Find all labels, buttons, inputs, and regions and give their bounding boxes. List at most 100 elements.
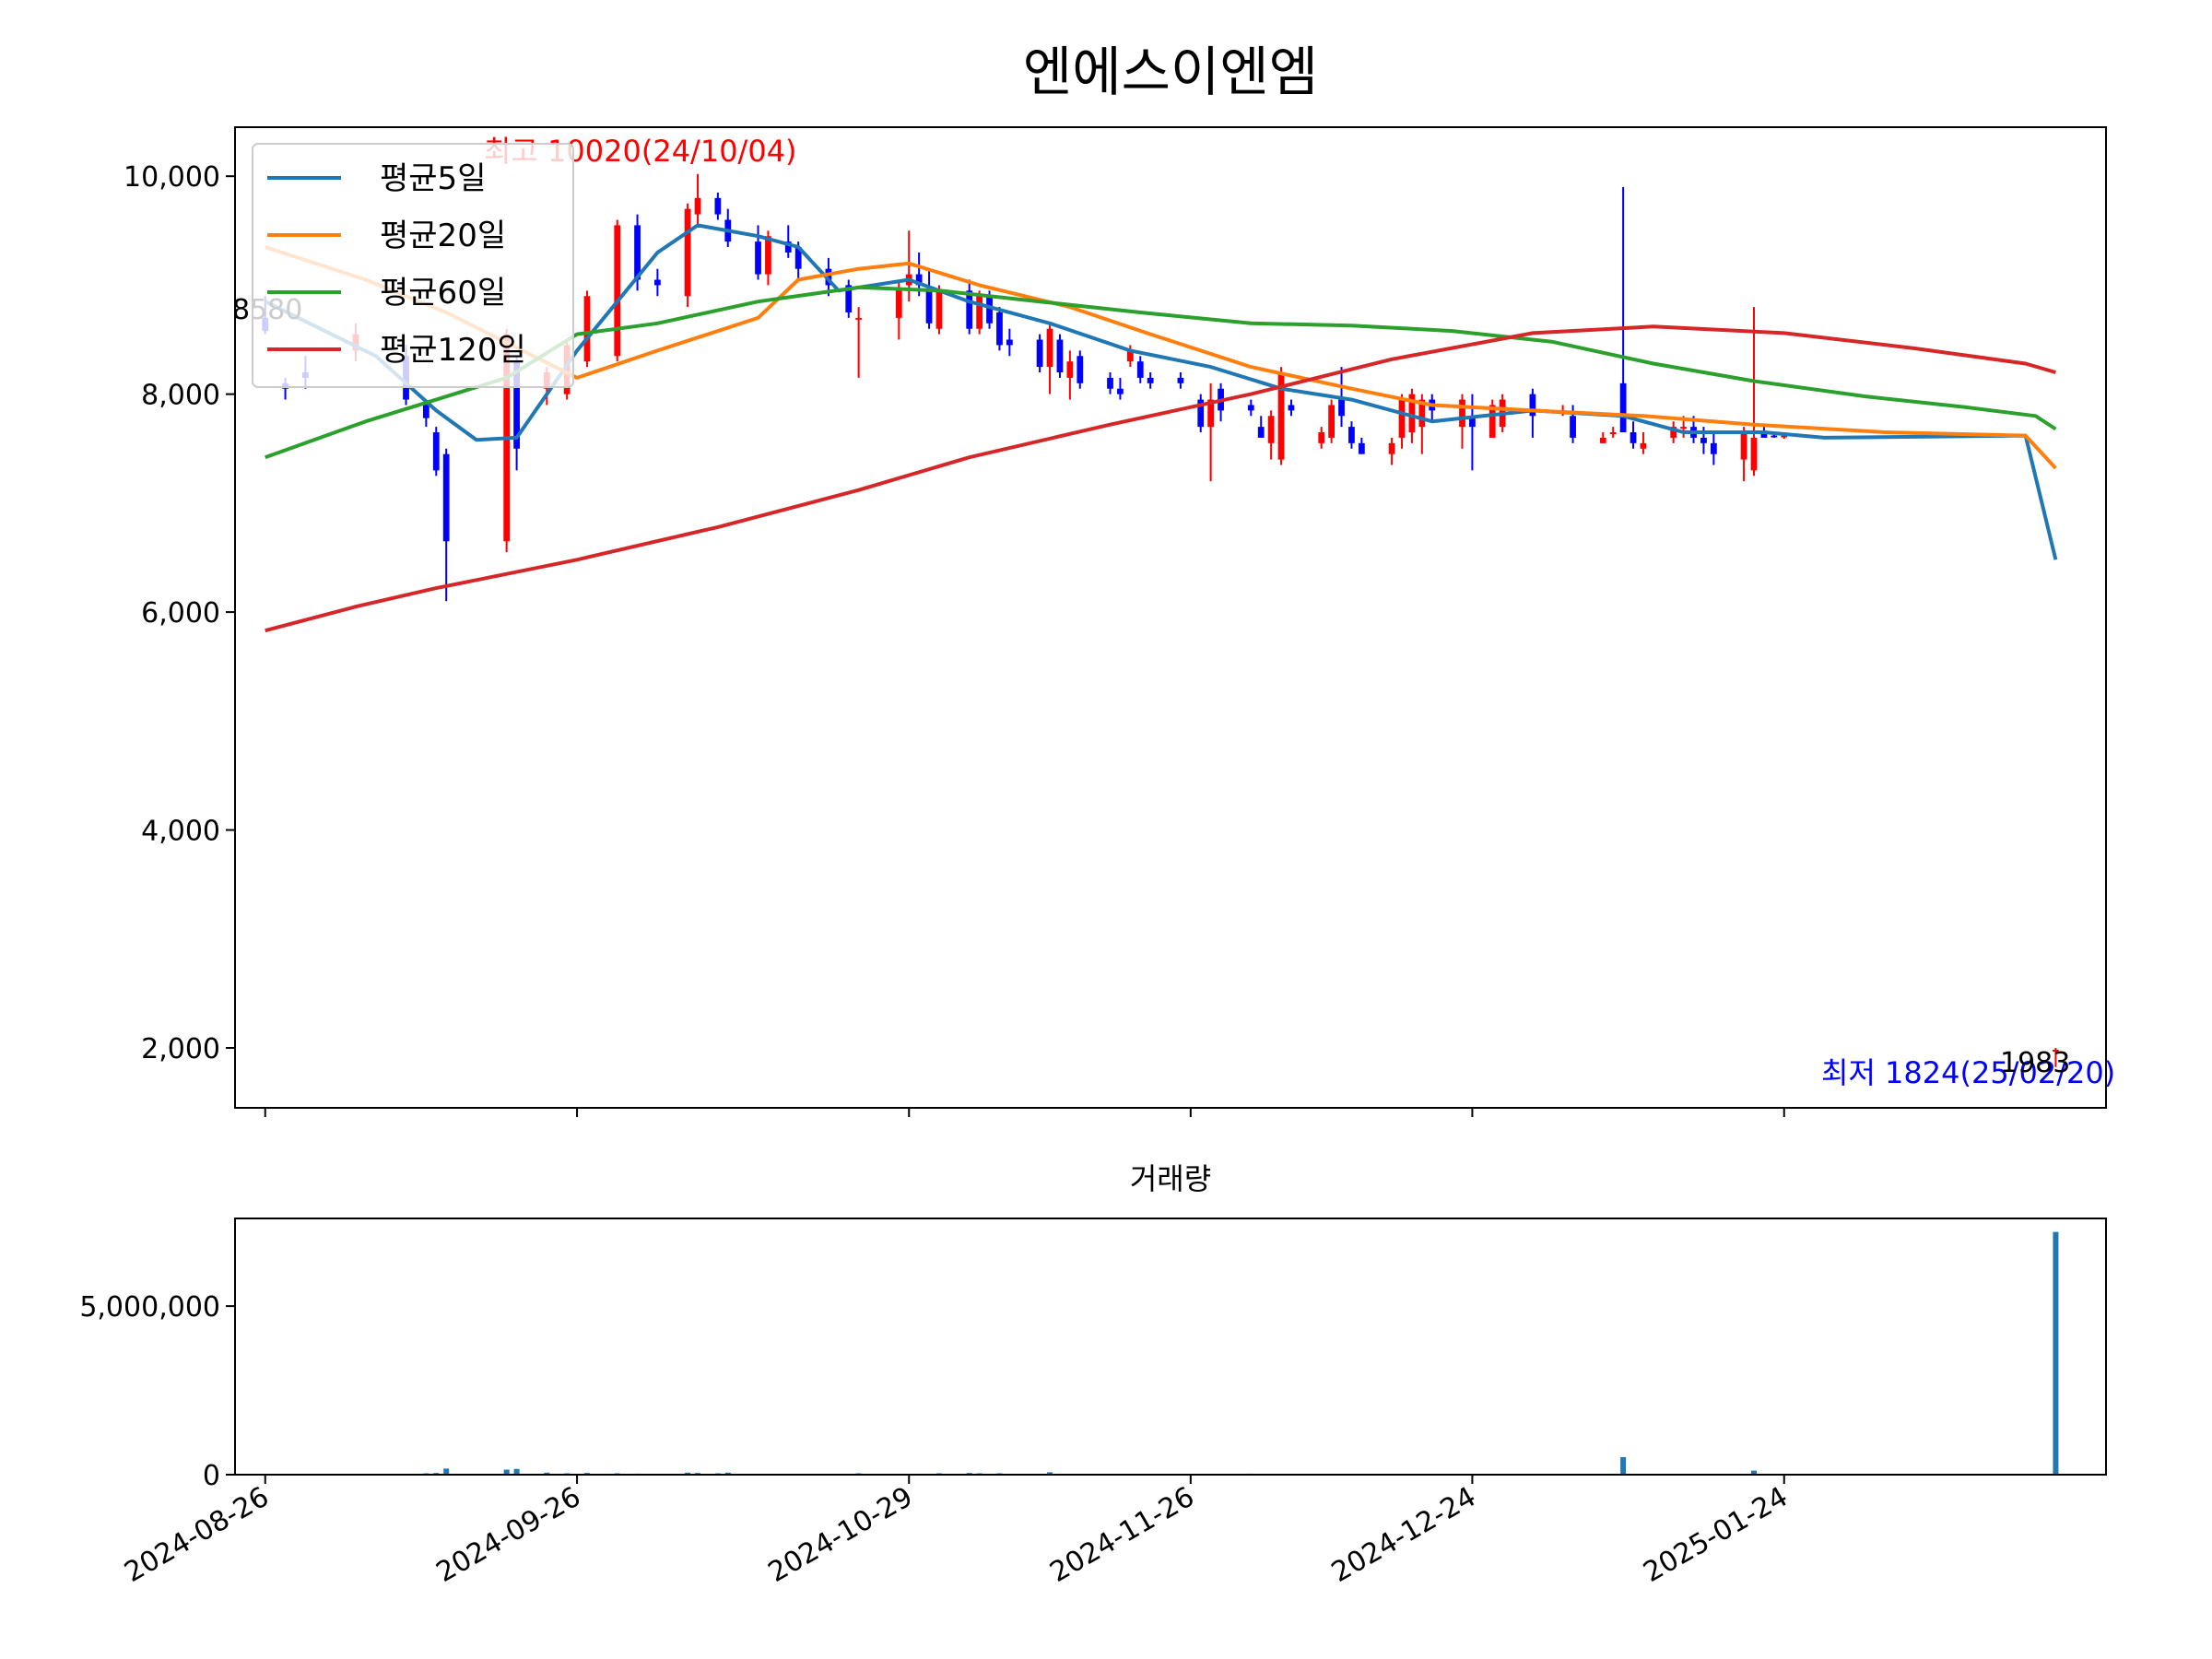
candle-body — [1609, 432, 1617, 435]
y-tick-label: 8,000 — [141, 380, 220, 412]
candle-body — [634, 225, 641, 280]
legend-label: 평균120일 — [380, 332, 526, 369]
candle-body — [976, 296, 983, 329]
candle-body — [1599, 437, 1606, 443]
candle-body — [1570, 416, 1576, 438]
candle-body — [1529, 394, 1536, 417]
candle-body — [1177, 377, 1184, 383]
candle-body — [1418, 399, 1426, 428]
candle-body — [996, 312, 1003, 346]
volume-title: 거래량 — [1130, 1161, 1211, 1196]
candle-body — [1630, 432, 1637, 443]
candle-body — [694, 197, 701, 215]
candle-body — [1680, 427, 1687, 429]
candle-body — [442, 453, 450, 542]
series-line — [265, 245, 2057, 470]
y-tick-label: 4,000 — [141, 816, 220, 848]
legend-label: 평균5일 — [380, 160, 486, 197]
candle-body — [1771, 435, 1778, 438]
candle-body — [915, 274, 923, 286]
volume-bar — [1047, 1472, 1053, 1475]
candle-body — [1710, 442, 1717, 454]
candle-body — [1488, 405, 1496, 438]
candle-body — [513, 361, 520, 449]
volume-bar — [685, 1472, 691, 1475]
candle-body — [1740, 432, 1747, 460]
candle-body — [1358, 442, 1365, 454]
candle-body — [925, 290, 933, 324]
x-tick-label: 2024-09-26 — [431, 1481, 586, 1589]
series-line — [265, 324, 2056, 633]
candle-body — [1670, 427, 1677, 438]
volume-bar — [1751, 1470, 1758, 1475]
candle-body — [1197, 399, 1205, 428]
candle-body — [1247, 405, 1254, 411]
candle-body — [1408, 394, 1416, 433]
y-tick-label: 6,000 — [141, 597, 220, 629]
candle-body — [935, 290, 943, 329]
candle-body — [1338, 399, 1345, 417]
legend-label: 평균60일 — [380, 275, 506, 312]
candle-body — [794, 247, 802, 269]
candle-body — [1066, 361, 1074, 378]
volume-panel: 0 5,000,000 2024-08-26 2024-09-26 2024-10-29… — [79, 1218, 2107, 1589]
candle-body — [765, 236, 771, 275]
candle-body — [1257, 427, 1265, 438]
volume-y-tick-label: 5,000,000 — [79, 1291, 220, 1324]
candle-body — [1077, 356, 1084, 383]
candle-body — [422, 405, 429, 418]
legend-box — [252, 143, 574, 388]
candle-body — [1700, 437, 1707, 443]
candle-body — [583, 296, 591, 362]
candle-body — [714, 197, 722, 215]
candle-body — [1640, 442, 1647, 449]
candle-body — [1006, 339, 1013, 346]
series-line — [264, 223, 2058, 560]
candle-body — [845, 285, 853, 312]
candle-body — [1136, 361, 1144, 378]
candle-body — [895, 290, 902, 318]
candle-body — [1459, 399, 1465, 428]
candle-body — [966, 290, 973, 329]
annotation-low: 최저 1824(25/02/20) — [1821, 1055, 2115, 1090]
candle-body — [1046, 328, 1053, 368]
candle-body — [1126, 350, 1134, 362]
candle-body — [855, 317, 863, 320]
candle-body — [1781, 435, 1788, 438]
volume-frame — [234, 1218, 2107, 1476]
x-tick-label: 2024-08-26 — [119, 1481, 274, 1589]
x-tick-label: 2024-11-26 — [1044, 1481, 1199, 1589]
volume-bar — [503, 1469, 510, 1475]
volume-bar — [513, 1468, 520, 1475]
candle-body — [1619, 382, 1627, 433]
volume-bar — [544, 1472, 550, 1475]
candle-body — [755, 241, 761, 275]
candle-body — [1056, 339, 1064, 372]
candle-body — [1388, 442, 1395, 454]
y-tick-label: 10,000 — [124, 161, 220, 194]
candle-body — [784, 241, 792, 253]
candle-body — [654, 279, 661, 286]
candle-body — [684, 208, 691, 297]
volume-bar — [724, 1472, 731, 1475]
y-tick-label: 2,000 — [141, 1033, 220, 1065]
series-line — [265, 285, 2057, 460]
x-tick-label: 2024-10-29 — [763, 1481, 918, 1589]
volume-bar — [443, 1468, 450, 1475]
candle-body — [1288, 405, 1295, 411]
candle-body — [614, 225, 621, 357]
x-tick-label: 2025-01-24 — [1638, 1481, 1793, 1589]
candle-body — [986, 296, 993, 324]
candle-body — [1469, 416, 1476, 428]
candle-body — [1348, 427, 1355, 443]
volume-bar — [1620, 1456, 1627, 1475]
legend-label: 평균20일 — [380, 218, 506, 254]
chart-title: 엔에스이엔엠 — [1023, 41, 1318, 103]
candle-body — [1117, 388, 1124, 394]
candle-body — [2053, 1049, 2059, 1052]
annotation-last-close: 1983 — [2000, 1047, 2070, 1079]
candle-body — [1398, 399, 1406, 438]
